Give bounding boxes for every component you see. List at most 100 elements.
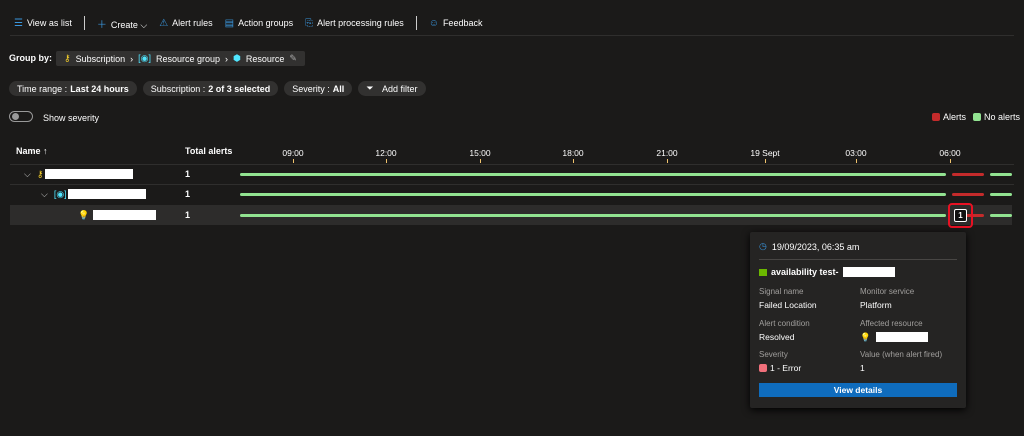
divider bbox=[10, 164, 1014, 165]
monitor-service-value: Platform bbox=[860, 300, 892, 310]
time-tick-mark bbox=[856, 159, 857, 163]
time-tick-mark bbox=[573, 159, 574, 163]
total-alerts: 1 bbox=[185, 169, 191, 179]
timeline-no-alerts bbox=[240, 193, 946, 196]
filter-subscription[interactable]: Subscription : 2 of 3 selected bbox=[142, 81, 279, 96]
total-alerts: 1 bbox=[185, 189, 191, 199]
timeline-no-alerts bbox=[990, 214, 1012, 217]
time-tick-label: 21:00 bbox=[656, 148, 678, 158]
toolbar: ☰ View as list ＋ Create ⌵ ⚠ Alert rules ▤ Ac… bbox=[14, 14, 482, 32]
clock-icon: ◷ bbox=[759, 241, 767, 251]
affected-resource-label: Affected resource bbox=[860, 319, 923, 328]
feedback-button[interactable]: ☺ Feedback bbox=[428, 17, 483, 29]
divider bbox=[415, 16, 417, 30]
redacted-name[interactable] bbox=[875, 332, 928, 342]
time-tick-label: 03:00 bbox=[845, 148, 867, 158]
resource-group-icon: [◉] bbox=[138, 53, 151, 63]
divider bbox=[10, 35, 1014, 36]
timeline-no-alerts bbox=[240, 173, 946, 176]
plus-icon: ＋ bbox=[96, 19, 107, 31]
legend-alerts-swatch bbox=[932, 113, 940, 121]
chevron-down-icon[interactable]: ⌵ bbox=[24, 168, 31, 179]
alert-rule-icon bbox=[759, 268, 767, 276]
time-tick-mark bbox=[386, 159, 387, 163]
key-icon: ⚷ bbox=[64, 53, 71, 63]
cube-icon: ⬢ bbox=[233, 53, 241, 63]
feedback-icon: ☺ bbox=[428, 17, 439, 29]
divider bbox=[759, 259, 957, 260]
create-button[interactable]: ＋ Create ⌵ bbox=[96, 19, 148, 31]
name-column-header[interactable]: Name ↑ bbox=[16, 146, 48, 156]
timeline-alerts bbox=[952, 193, 984, 196]
legend: Alerts No alerts bbox=[932, 112, 1020, 122]
timeline-no-alerts bbox=[990, 173, 1012, 176]
key-icon: ⚷ bbox=[36, 168, 44, 179]
resource-group-icon: [◉] bbox=[53, 188, 67, 199]
group-by-label: Group by: bbox=[9, 53, 52, 63]
alert-rules-button[interactable]: ⚠ Alert rules bbox=[159, 17, 213, 29]
chevron-down-icon: ⌵ bbox=[140, 19, 148, 30]
total-alerts-column-header: Total alerts bbox=[185, 146, 233, 156]
severity-value: 1 - Error bbox=[770, 363, 802, 373]
legend-no-alerts-swatch bbox=[973, 113, 982, 121]
value-value: 1 bbox=[860, 363, 865, 373]
time-tick-mark bbox=[950, 159, 951, 163]
lightbulb-icon: 💡 bbox=[860, 332, 871, 342]
time-tick-mark bbox=[765, 159, 766, 163]
time-tick-label: 19 Sept bbox=[750, 148, 780, 158]
time-tick-label: 18:00 bbox=[562, 148, 584, 158]
severity-error-icon bbox=[759, 364, 767, 372]
redacted-name bbox=[842, 267, 895, 277]
table-row-resource-group[interactable]: ⌵ [◉] 1 bbox=[10, 184, 1012, 204]
total-alerts: 1 bbox=[185, 210, 191, 220]
severity-label: Severity bbox=[759, 350, 788, 359]
timeline-no-alerts bbox=[240, 214, 946, 217]
lightbulb-icon: 💡 bbox=[78, 209, 90, 220]
time-tick-mark bbox=[480, 159, 481, 163]
action-groups-button[interactable]: ▤ Action groups bbox=[224, 17, 294, 29]
redacted-name bbox=[45, 169, 134, 179]
show-severity-toggle[interactable] bbox=[9, 111, 33, 122]
redacted-name bbox=[67, 189, 146, 199]
time-tick-label: 15:00 bbox=[469, 148, 491, 158]
time-tick-label: 12:00 bbox=[375, 148, 397, 158]
filter-bar: Time range : Last 24 hours Subscription … bbox=[9, 81, 426, 96]
processing-rules-icon: ⎘ bbox=[305, 17, 314, 29]
alert-marker-highlight[interactable]: 1 bbox=[948, 203, 973, 228]
filter-time-range[interactable]: Time range : Last 24 hours bbox=[9, 81, 137, 96]
monitor-service-label: Monitor service bbox=[860, 287, 915, 296]
time-tick-label: 06:00 bbox=[939, 148, 961, 158]
alert-tooltip-card: ◷ 19/09/2023, 06:35 am availability test-… bbox=[750, 232, 966, 408]
filter-severity[interactable]: Severity : All bbox=[284, 81, 353, 96]
view-details-button[interactable]: View details bbox=[759, 383, 957, 397]
alert-rules-icon: ⚠ bbox=[159, 17, 169, 29]
show-severity-label: Show severity bbox=[43, 113, 100, 123]
value-label: Value (when alert fired) bbox=[860, 350, 943, 359]
chevron-right-icon: › bbox=[225, 53, 229, 64]
timeline-alerts bbox=[966, 214, 984, 217]
view-as-list-button[interactable]: ☰ View as list bbox=[14, 17, 72, 29]
alert-condition-label: Alert condition bbox=[759, 319, 810, 328]
time-tick-label: 09:00 bbox=[282, 148, 304, 158]
alert-condition-value: Resolved bbox=[759, 332, 795, 342]
timeline-no-alerts bbox=[990, 193, 1012, 196]
redacted-name bbox=[93, 210, 157, 220]
signal-name-label: Signal name bbox=[759, 287, 804, 296]
table-row-subscription[interactable]: ⌵ ⚷ 1 bbox=[10, 164, 1012, 184]
filter-icon: ⏷ bbox=[366, 83, 374, 93]
alert-title: availability test- bbox=[771, 267, 839, 277]
edit-icon[interactable]: ✎ bbox=[289, 53, 297, 63]
time-tick-mark bbox=[667, 159, 668, 163]
group-by-selector[interactable]: ⚷ Subscription › [◉] Resource group › ⬢ Resou… bbox=[56, 51, 305, 66]
alert-count-badge[interactable]: 1 bbox=[954, 209, 967, 222]
list-icon: ☰ bbox=[14, 17, 23, 29]
alert-processing-rules-button[interactable]: ⎘ Alert processing rules bbox=[305, 17, 404, 29]
toggle-knob bbox=[12, 113, 19, 120]
chevron-down-icon[interactable]: ⌵ bbox=[41, 188, 48, 199]
divider bbox=[10, 184, 1014, 185]
signal-name-value: Failed Location bbox=[759, 300, 817, 310]
divider bbox=[83, 16, 85, 30]
add-filter-button[interactable]: ⏷ Add filter bbox=[358, 81, 426, 96]
timeline-alerts bbox=[952, 173, 984, 176]
chevron-right-icon: › bbox=[130, 53, 134, 64]
